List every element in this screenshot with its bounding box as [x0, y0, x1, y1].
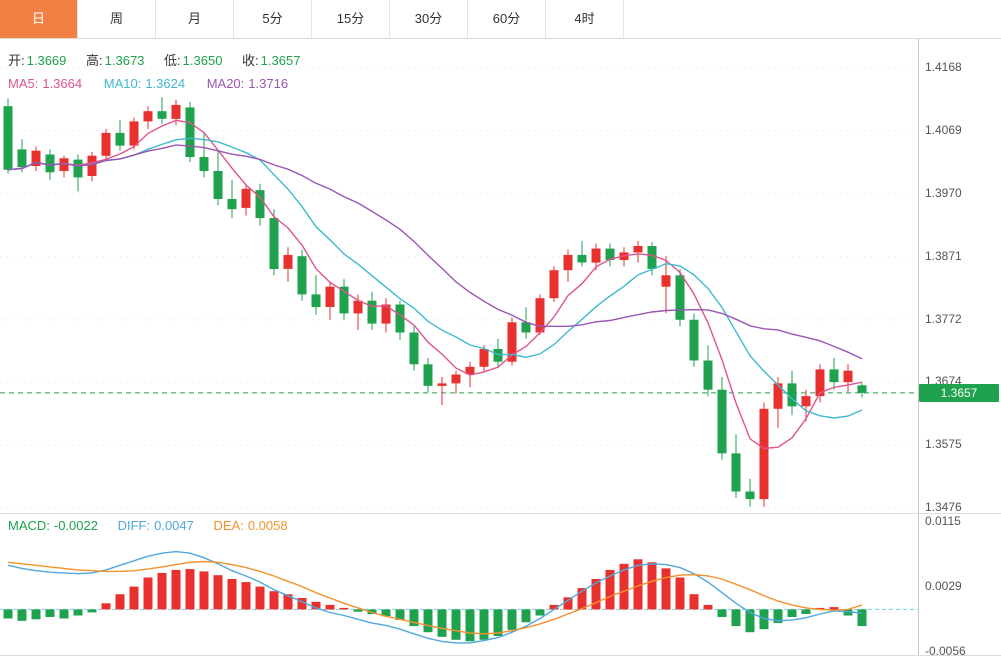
ma20-label: MA20: — [206, 76, 245, 91]
dea-label: DEA: — [213, 518, 244, 533]
axis-label: 1.4168 — [925, 60, 962, 74]
ohlc-close-label: 收: — [242, 53, 259, 68]
macd-legend: MACD: -0.0022 DIFF: 0.0047 DEA: 0.0058 — [8, 518, 304, 533]
ohlc-high-value: 1.3673 — [104, 53, 145, 68]
dea-value-legend: DEA: 0.0058 — [214, 518, 288, 533]
ma5-label: MA5: — [8, 76, 39, 91]
diff-value-legend: DIFF: 0.0047 — [118, 518, 194, 533]
dea-value: 0.0058 — [247, 518, 288, 533]
macd-label: MACD: — [8, 518, 50, 533]
current-price-badge: 1.3657 — [919, 383, 999, 402]
axis-label: 1.3476 — [925, 500, 962, 514]
ohlc-high: 高: 1.3673 — [86, 53, 144, 68]
ma-legend: MA5: 1.3664 MA10: 1.3624 MA20: 1.3716 — [8, 76, 306, 91]
tab-month[interactable]: 月 — [156, 0, 234, 38]
ohlc-open-label: 开: — [8, 53, 25, 68]
diff-value: 0.0047 — [154, 518, 194, 533]
ohlc-close-value: 1.3657 — [260, 53, 301, 68]
macd-value-legend: MACD: -0.0022 — [8, 518, 98, 533]
ma10-legend: MA10: 1.3624 — [104, 76, 185, 91]
axis-label: 1.3772 — [925, 311, 962, 326]
tab-30min[interactable]: 30分 — [390, 0, 468, 38]
tab-day[interactable]: 日 — [0, 0, 78, 38]
axis-label: 1.3970 — [925, 185, 962, 200]
chart-bottom-border — [0, 655, 1001, 656]
ohlc-open: 开: 1.3669 — [8, 53, 66, 68]
interval-tabbar: 日周月 5分 15分 30分 60分 4时 — [0, 0, 1001, 39]
ma20-value: 1.3716 — [248, 76, 289, 91]
price-chart-canvas[interactable] — [0, 40, 918, 513]
axis-border — [918, 39, 919, 656]
axis-label: 0.0115 — [925, 514, 961, 528]
tab-4hour[interactable]: 4时 — [546, 0, 624, 38]
tab-week[interactable]: 周 — [78, 0, 156, 38]
ohlc-low-value: 1.3650 — [182, 53, 223, 68]
ohlc-open-value: 1.3669 — [26, 53, 67, 68]
ma5-legend: MA5: 1.3664 — [8, 76, 82, 91]
axis-label: 1.3575 — [925, 437, 962, 452]
tab-5min[interactable]: 5分 — [234, 0, 312, 38]
pane-separator — [0, 513, 1001, 514]
ohlc-legend: 开: 1.3669 高: 1.3673 低: 1.3650 收: 1.3657 — [8, 50, 316, 69]
ma10-value: 1.3624 — [145, 76, 186, 91]
macd-chart-canvas[interactable] — [0, 514, 918, 655]
ma10-label: MA10: — [103, 76, 142, 91]
axis-label: -0.0056 — [925, 644, 966, 658]
ohlc-close: 收: 1.3657 — [242, 53, 300, 68]
tab-60min[interactable]: 60分 — [468, 0, 546, 38]
axis-label: 1.4069 — [925, 122, 962, 137]
axis-label: 1.3871 — [925, 248, 962, 263]
ma5-value: 1.3664 — [42, 76, 83, 91]
diff-label: DIFF: — [117, 518, 151, 533]
macd-value: -0.0022 — [53, 518, 98, 533]
axis-label: 0.0029 — [925, 579, 962, 594]
ohlc-low: 低: 1.3650 — [164, 53, 222, 68]
ma20-legend: MA20: 1.3716 — [207, 76, 288, 91]
tab-15min[interactable]: 15分 — [312, 0, 390, 38]
ohlc-high-label: 高: — [86, 53, 103, 68]
ohlc-low-label: 低: — [164, 53, 181, 68]
